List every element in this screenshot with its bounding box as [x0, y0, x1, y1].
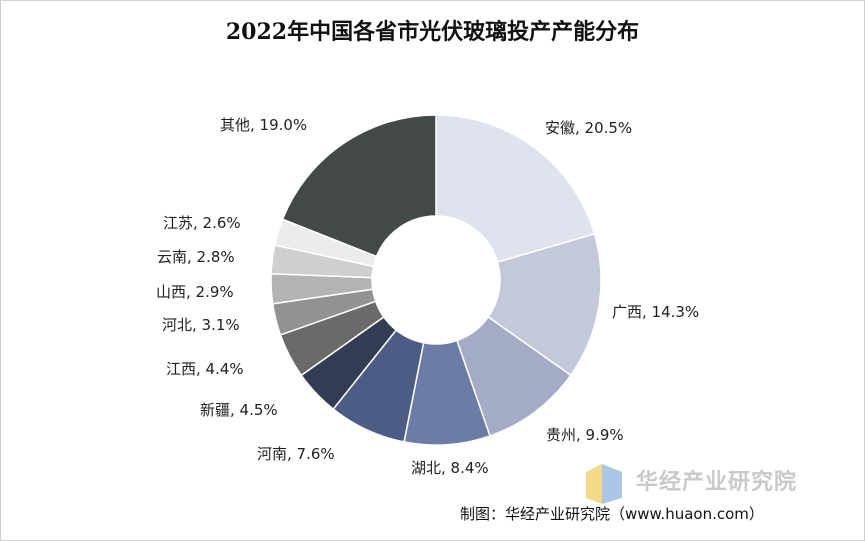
slice-label-4: 湖北, 8.4% — [411, 459, 489, 477]
watermark-text: 华经产业研究院 — [636, 470, 798, 495]
slice-label-8: 河北, 3.1% — [162, 316, 240, 334]
slice-label-2: 广西, 14.3% — [612, 303, 699, 321]
slice-label-5: 河南, 7.6% — [257, 445, 335, 463]
slice-label-6: 新疆, 4.5% — [200, 401, 278, 419]
slice-label-11: 江苏, 2.6% — [163, 214, 241, 232]
slice-label-3: 贵州, 9.9% — [546, 426, 624, 444]
slice-12 — [281, 114, 437, 258]
source-note: 制图：华经产业研究院（www.huaon.com） — [460, 505, 764, 523]
slice-label-10: 云南, 2.8% — [157, 248, 235, 266]
slice-label-1: 安徽, 20.5% — [545, 119, 632, 137]
slice-1 — [435, 114, 596, 264]
watermark: 华经产业研究院 — [584, 458, 854, 508]
watermark-logo-icon — [586, 464, 622, 504]
slice-2 — [487, 233, 602, 377]
slice-label-7: 江西, 4.4% — [166, 360, 244, 378]
slice-label-9: 山西, 2.9% — [156, 283, 234, 301]
slice-label-12: 其他, 19.0% — [220, 116, 307, 134]
chart-title: 2022年中国各省市光伏玻璃投产产能分布 — [225, 19, 640, 45]
